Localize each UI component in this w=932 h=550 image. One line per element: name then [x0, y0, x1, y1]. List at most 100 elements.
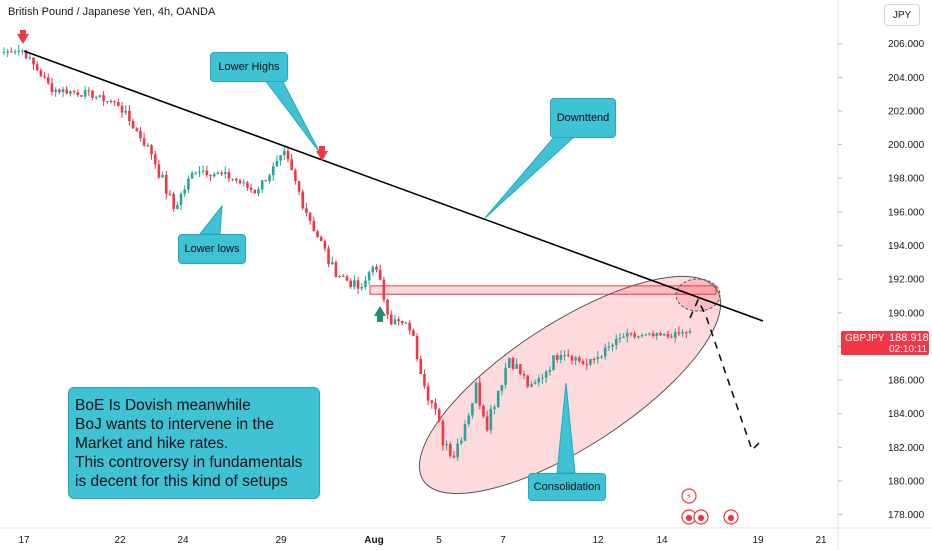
candle-body: [323, 241, 327, 249]
candle-body: [393, 319, 397, 325]
time-tick-label: 24: [177, 535, 189, 546]
callout-lower-highs[interactable]: Lower Highs: [210, 52, 288, 82]
time-tick-label: 5: [436, 535, 442, 546]
candle-body: [419, 358, 423, 374]
candle-body: [685, 332, 688, 334]
candle-body: [294, 170, 297, 182]
candle-body: [297, 181, 301, 192]
candle-body: [371, 266, 375, 273]
candle-body: [32, 57, 35, 65]
candle-body: [426, 386, 430, 401]
candle-body: [364, 280, 367, 287]
candle-body: [471, 403, 474, 416]
candle-body: [308, 212, 312, 221]
candle-body: [279, 155, 282, 161]
flag-gb-icon-glyph: ●: [728, 513, 735, 522]
price-tick-label: 180.000: [888, 476, 925, 487]
arrow-down-marker: [316, 151, 328, 161]
candle-body: [592, 358, 596, 360]
candle-body: [120, 105, 124, 113]
callout-lower-lows[interactable]: Lower lows: [178, 234, 246, 264]
candle-body: [21, 50, 24, 52]
candle-body: [102, 95, 105, 102]
candle-body: [386, 299, 389, 315]
candle-body: [463, 424, 467, 441]
candle-body: [360, 286, 364, 289]
price-tick-label: 196.000: [888, 207, 925, 218]
projected-path: [689, 298, 763, 452]
candle-body: [541, 377, 544, 379]
time-tick-label: Aug: [364, 535, 383, 546]
candle-body: [519, 364, 522, 374]
fundamentals-note[interactable]: BoE Is Dovish meanwhile BoJ wants to int…: [68, 387, 320, 499]
candle-body: [504, 367, 507, 385]
candle-body: [205, 170, 209, 175]
note-line: BoJ wants to intervene in the: [75, 416, 275, 433]
candle-body: [496, 390, 500, 408]
candle-body: [375, 266, 378, 270]
candle-body: [655, 332, 659, 336]
candle-body: [139, 130, 142, 139]
candle-body: [415, 335, 419, 359]
candle-body: [13, 51, 17, 53]
candle-body: [401, 321, 404, 324]
candle-body: [312, 220, 316, 232]
candle-body: [164, 174, 168, 194]
candle-body: [10, 51, 13, 53]
price-tag-symbol: GBPJPY: [845, 333, 885, 344]
candle-body: [493, 407, 496, 410]
candle-body: [507, 357, 511, 368]
candle-body: [659, 332, 662, 336]
candle-body: [666, 334, 670, 337]
candle-body: [124, 110, 128, 113]
time-tick-label: 7: [500, 535, 506, 546]
candle-body: [69, 91, 72, 94]
candle-body: [614, 338, 618, 345]
target-zone-ellipse: [675, 278, 721, 312]
candle-body: [548, 370, 552, 372]
candle-body: [142, 138, 146, 146]
callout-downtrend[interactable]: Downttend: [550, 98, 616, 138]
price-tick-label: 192.000: [888, 275, 925, 286]
candle-body: [264, 180, 268, 182]
candle-body: [176, 204, 179, 209]
candle-body: [448, 444, 452, 456]
candle-body: [640, 334, 644, 337]
price-tag-value: 188.918: [889, 332, 929, 344]
candle-body: [349, 280, 352, 288]
candle-body: [35, 64, 39, 71]
candle-body: [61, 89, 65, 93]
candle-body: [566, 354, 570, 356]
last-price-tag: GBPJPY 188.918 02:10:11: [841, 331, 929, 355]
event-icons: ⚡ ● ● ●: [681, 488, 739, 525]
candle-body: [626, 333, 629, 337]
candle-body: [283, 150, 286, 156]
candle-body: [456, 443, 459, 458]
candle-body: [530, 384, 533, 387]
callout-lower-lows-text: Lower lows: [184, 243, 240, 255]
candle-body: [54, 89, 57, 93]
annotation-ellipses: [418, 275, 722, 495]
candle-body: [467, 415, 471, 425]
price-tick-label: 190.000: [888, 308, 925, 319]
callout-consolidation[interactable]: Consolidation: [528, 473, 606, 501]
candle-body: [316, 231, 319, 238]
note-line: BoE Is Dovish meanwhile: [75, 397, 251, 414]
candle-body: [677, 332, 681, 334]
candle-body: [482, 405, 485, 417]
time-tick-label: 29: [275, 535, 287, 546]
currency-button[interactable]: JPY: [884, 4, 920, 26]
candle-body: [334, 262, 338, 277]
candle-body: [83, 90, 87, 97]
callout-consolidation-text: Consolidation: [533, 481, 601, 493]
candle-body: [290, 159, 293, 171]
candle-body: [544, 371, 548, 378]
chart-title: British Pound / Japanese Yen, 4h, OANDA: [8, 6, 216, 18]
candle-body: [688, 330, 692, 333]
event-flag-icon-glyph: ●: [686, 513, 693, 522]
candle-body: [43, 76, 46, 78]
candle-body: [128, 110, 131, 122]
candle-body: [194, 172, 198, 174]
price-tick-label: 182.000: [888, 443, 925, 454]
